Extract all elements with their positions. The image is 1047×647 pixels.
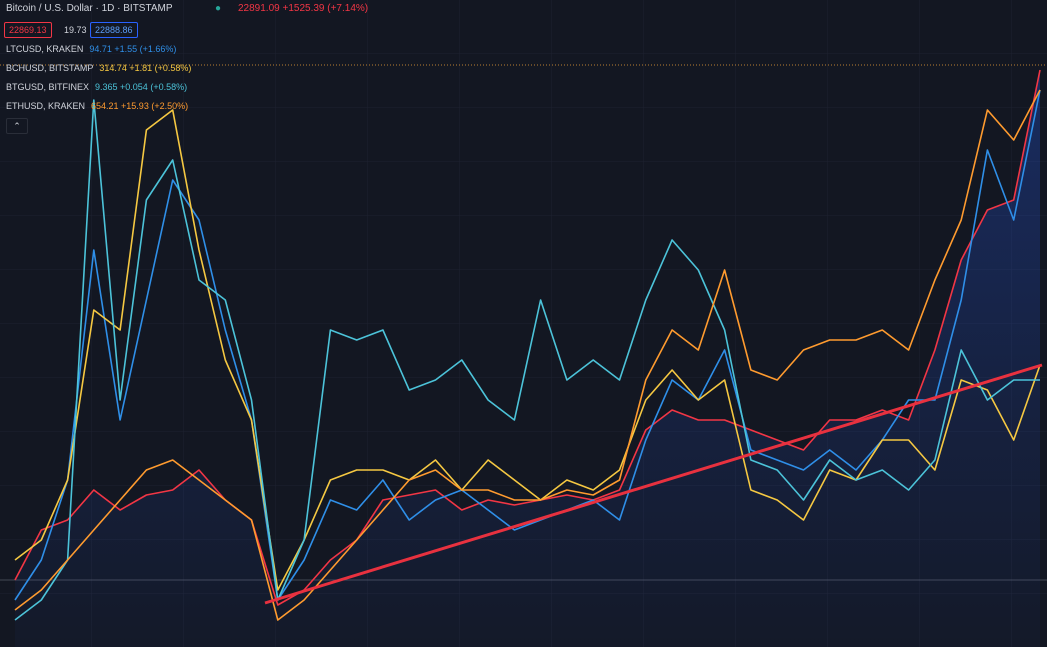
legend-name: ETHUSD, KRAKEN	[6, 101, 86, 111]
series-line	[14, 89, 1041, 601]
legend-entry[interactable]: ETHUSD, KRAKEN 654.21 +15.93 (+2.50%)	[6, 101, 188, 111]
area	[15, 70, 1040, 647]
legend-value: 314.74 +1.81 (+0.58%)	[99, 63, 192, 73]
series-line	[14, 99, 1040, 621]
bid[interactable]: 22869.13	[4, 22, 52, 38]
legend-name: LTCUSD, KRAKEN	[6, 44, 84, 54]
spread: 19.73	[64, 25, 87, 35]
series-line	[14, 109, 1041, 591]
quote: 22891.09 +1525.39 (+7.14%)	[238, 3, 369, 14]
status-dot: ●	[215, 3, 222, 14]
legend-entry[interactable]: BCHUSD, BITSTAMP 314.74 +1.81 (+0.58%)	[6, 63, 191, 73]
legend-entry[interactable]: BTGUSD, BITFINEX 9.365 +0.054 (+0.58%)	[6, 82, 187, 92]
symbol-title: Bitcoin / U.S. Dollar · 1D · BITSTAMP	[6, 3, 173, 14]
series-line	[14, 89, 1041, 621]
ask[interactable]: 22888.86	[90, 22, 138, 38]
legend-value: 9.365 +0.054 (+0.58%)	[95, 82, 188, 92]
legend-value: 94.71 +1.55 (+1.66%)	[89, 44, 177, 54]
series-line	[14, 69, 1041, 606]
legend-name: BCHUSD, BITSTAMP	[6, 63, 94, 73]
legend-name: BTGUSD, BITFINEX	[6, 82, 90, 92]
collapse-button[interactable]: ⌃	[6, 118, 28, 134]
legend-value: 654.21 +15.93 (+2.50%)	[91, 101, 189, 111]
legend-entry[interactable]: LTCUSD, KRAKEN 94.71 +1.55 (+1.66%)	[6, 44, 176, 54]
trend-line	[264, 363, 1043, 605]
